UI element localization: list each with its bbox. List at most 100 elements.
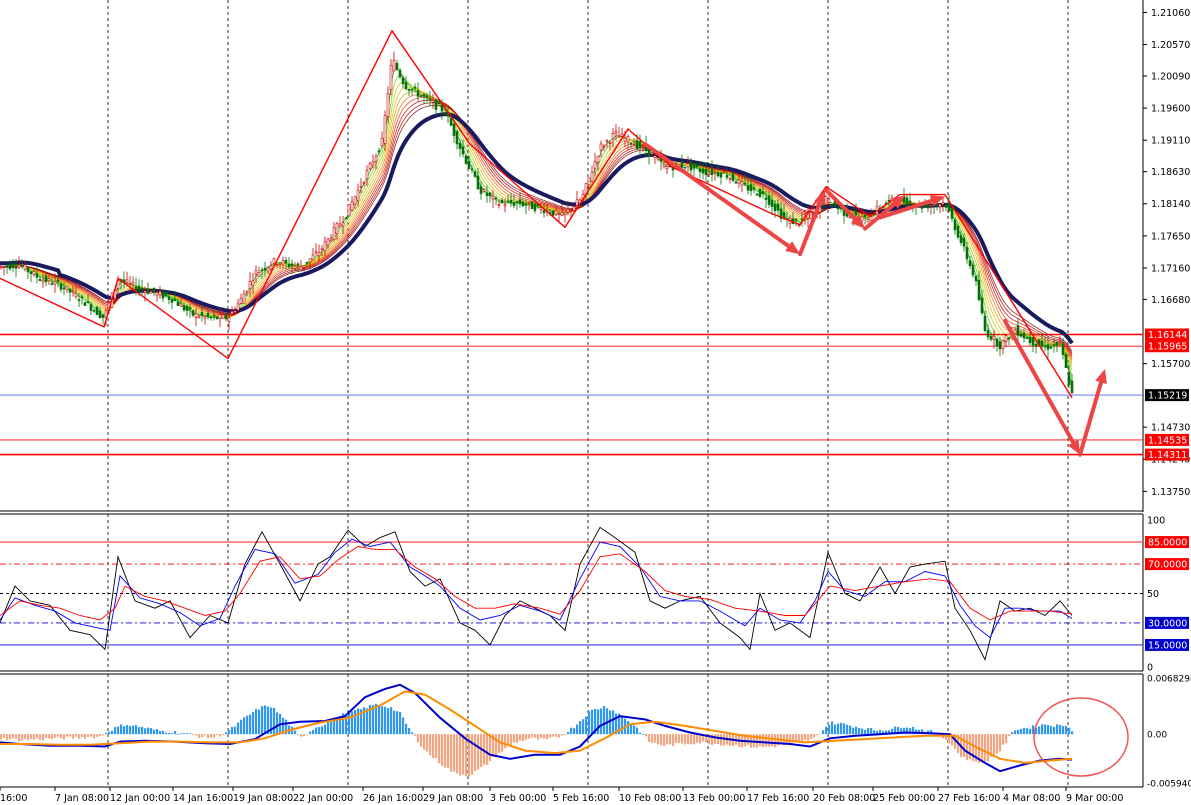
candle bbox=[575, 190, 579, 206]
macd-histogram-bar bbox=[243, 717, 246, 735]
candle bbox=[350, 196, 354, 212]
macd-histogram-bar bbox=[912, 726, 915, 735]
time-tick-label: 20 Feb 08:00 bbox=[813, 793, 875, 804]
price-tick-label: 1.17160 bbox=[1151, 263, 1190, 274]
macd-histogram-bar bbox=[444, 734, 447, 768]
candle bbox=[497, 198, 501, 209]
macd-histogram-bar bbox=[723, 734, 726, 746]
candle bbox=[1052, 338, 1056, 353]
candle bbox=[737, 175, 741, 188]
macd-histogram-bar bbox=[852, 727, 855, 735]
price-tick-label: 1.16680 bbox=[1151, 295, 1190, 306]
stoch-axis: 100 50 0 85.0000 70.0000 30.0000 15.0000 bbox=[1145, 516, 1189, 674]
candle bbox=[506, 194, 510, 203]
macd-histogram-bar bbox=[12, 734, 15, 739]
macd-histogram-bar bbox=[150, 728, 153, 735]
macd-histogram-bar bbox=[906, 727, 909, 735]
macd-histogram-bar bbox=[261, 706, 264, 735]
candle bbox=[413, 83, 417, 93]
candle bbox=[953, 217, 957, 235]
candle bbox=[197, 313, 201, 319]
candle bbox=[284, 256, 288, 270]
arrow-annotations bbox=[643, 142, 1107, 457]
candle bbox=[410, 88, 414, 96]
candle bbox=[527, 201, 531, 211]
macd-histogram-bar bbox=[120, 724, 123, 735]
macd-histogram-bar bbox=[165, 732, 168, 735]
candle bbox=[509, 192, 513, 207]
macd-histogram-bar bbox=[348, 711, 351, 735]
macd-histogram-bar bbox=[1023, 727, 1026, 735]
macd-histogram-bar bbox=[714, 734, 717, 744]
macd-histogram-bar bbox=[792, 734, 795, 743]
candle bbox=[620, 127, 624, 138]
candle bbox=[134, 277, 138, 296]
candle bbox=[104, 307, 108, 326]
candle bbox=[962, 233, 966, 252]
price-panel[interactable]: 1.21060 1.20570 1.20090 1.19600 1.19110 1.186… bbox=[0, 0, 1190, 512]
macd-histogram-bar bbox=[423, 734, 426, 750]
macd-histogram-bar bbox=[156, 729, 159, 735]
price-level-label: 1.16144 bbox=[1148, 330, 1187, 341]
candle bbox=[458, 139, 462, 157]
macd-histogram-bar bbox=[1044, 724, 1047, 735]
macd-histogram-bar bbox=[972, 734, 975, 762]
candle bbox=[257, 266, 261, 277]
macd-histogram-bar bbox=[318, 726, 321, 735]
macd-histogram-bar bbox=[342, 713, 345, 735]
stoch-level-label: 70.0000 bbox=[1148, 560, 1187, 571]
time-tick-label: 3 Feb 00:00 bbox=[490, 793, 546, 804]
macd-histogram-bar bbox=[90, 734, 93, 737]
candle bbox=[59, 280, 63, 293]
macd-histogram-bar bbox=[465, 734, 468, 776]
candle bbox=[95, 305, 99, 316]
macd-histogram-bar bbox=[513, 734, 516, 743]
macd-histogram-bar bbox=[579, 721, 582, 735]
macd-histogram-bar bbox=[858, 728, 861, 735]
macd-panel[interactable]: 0.0068298 0.00 -0.005940 bbox=[0, 673, 1191, 790]
candle bbox=[980, 289, 984, 316]
candle bbox=[767, 191, 771, 208]
macd-histogram-bar bbox=[378, 705, 381, 735]
candle bbox=[221, 310, 225, 319]
candle bbox=[467, 155, 471, 169]
macd-histogram-bar bbox=[72, 734, 75, 739]
stochastic-panel[interactable]: 100 50 0 85.0000 70.0000 30.0000 15.0000 bbox=[0, 513, 1189, 674]
candle bbox=[836, 205, 840, 215]
candle bbox=[323, 236, 327, 257]
candle bbox=[920, 206, 924, 213]
macd-histogram-bar bbox=[873, 730, 876, 735]
candle bbox=[488, 191, 492, 203]
candle bbox=[251, 273, 255, 295]
macd-histogram-bar bbox=[6, 734, 9, 741]
candle bbox=[956, 222, 960, 240]
candle bbox=[986, 324, 990, 341]
macd-histogram-bar bbox=[273, 707, 276, 735]
macd-histogram-bar bbox=[1011, 732, 1014, 735]
candle bbox=[26, 266, 30, 279]
macd-histogram-bar bbox=[435, 734, 438, 759]
macd-histogram-bar bbox=[153, 729, 156, 735]
macd-histogram-bar bbox=[810, 734, 813, 739]
candle bbox=[863, 214, 867, 225]
candle bbox=[245, 290, 249, 296]
candle bbox=[1013, 326, 1017, 334]
candle bbox=[977, 270, 981, 302]
macd-histogram-bar bbox=[333, 718, 336, 735]
macd-histogram-bar bbox=[762, 734, 765, 748]
macd-histogram-bar bbox=[117, 726, 120, 735]
candle bbox=[242, 289, 246, 304]
macd-histogram-bar bbox=[849, 725, 852, 735]
macd-histogram-bar bbox=[630, 723, 633, 735]
macd-histogram-bar bbox=[687, 734, 690, 744]
candle bbox=[365, 165, 369, 186]
macd-histogram-bar bbox=[258, 709, 261, 735]
candle bbox=[71, 285, 75, 297]
macd-histogram-bar bbox=[774, 734, 777, 748]
candle bbox=[11, 258, 15, 273]
macd-histogram-bar bbox=[981, 734, 984, 761]
macd-histogram-bar bbox=[654, 734, 657, 743]
candle bbox=[764, 190, 768, 209]
macd-histogram-bar bbox=[627, 721, 630, 735]
